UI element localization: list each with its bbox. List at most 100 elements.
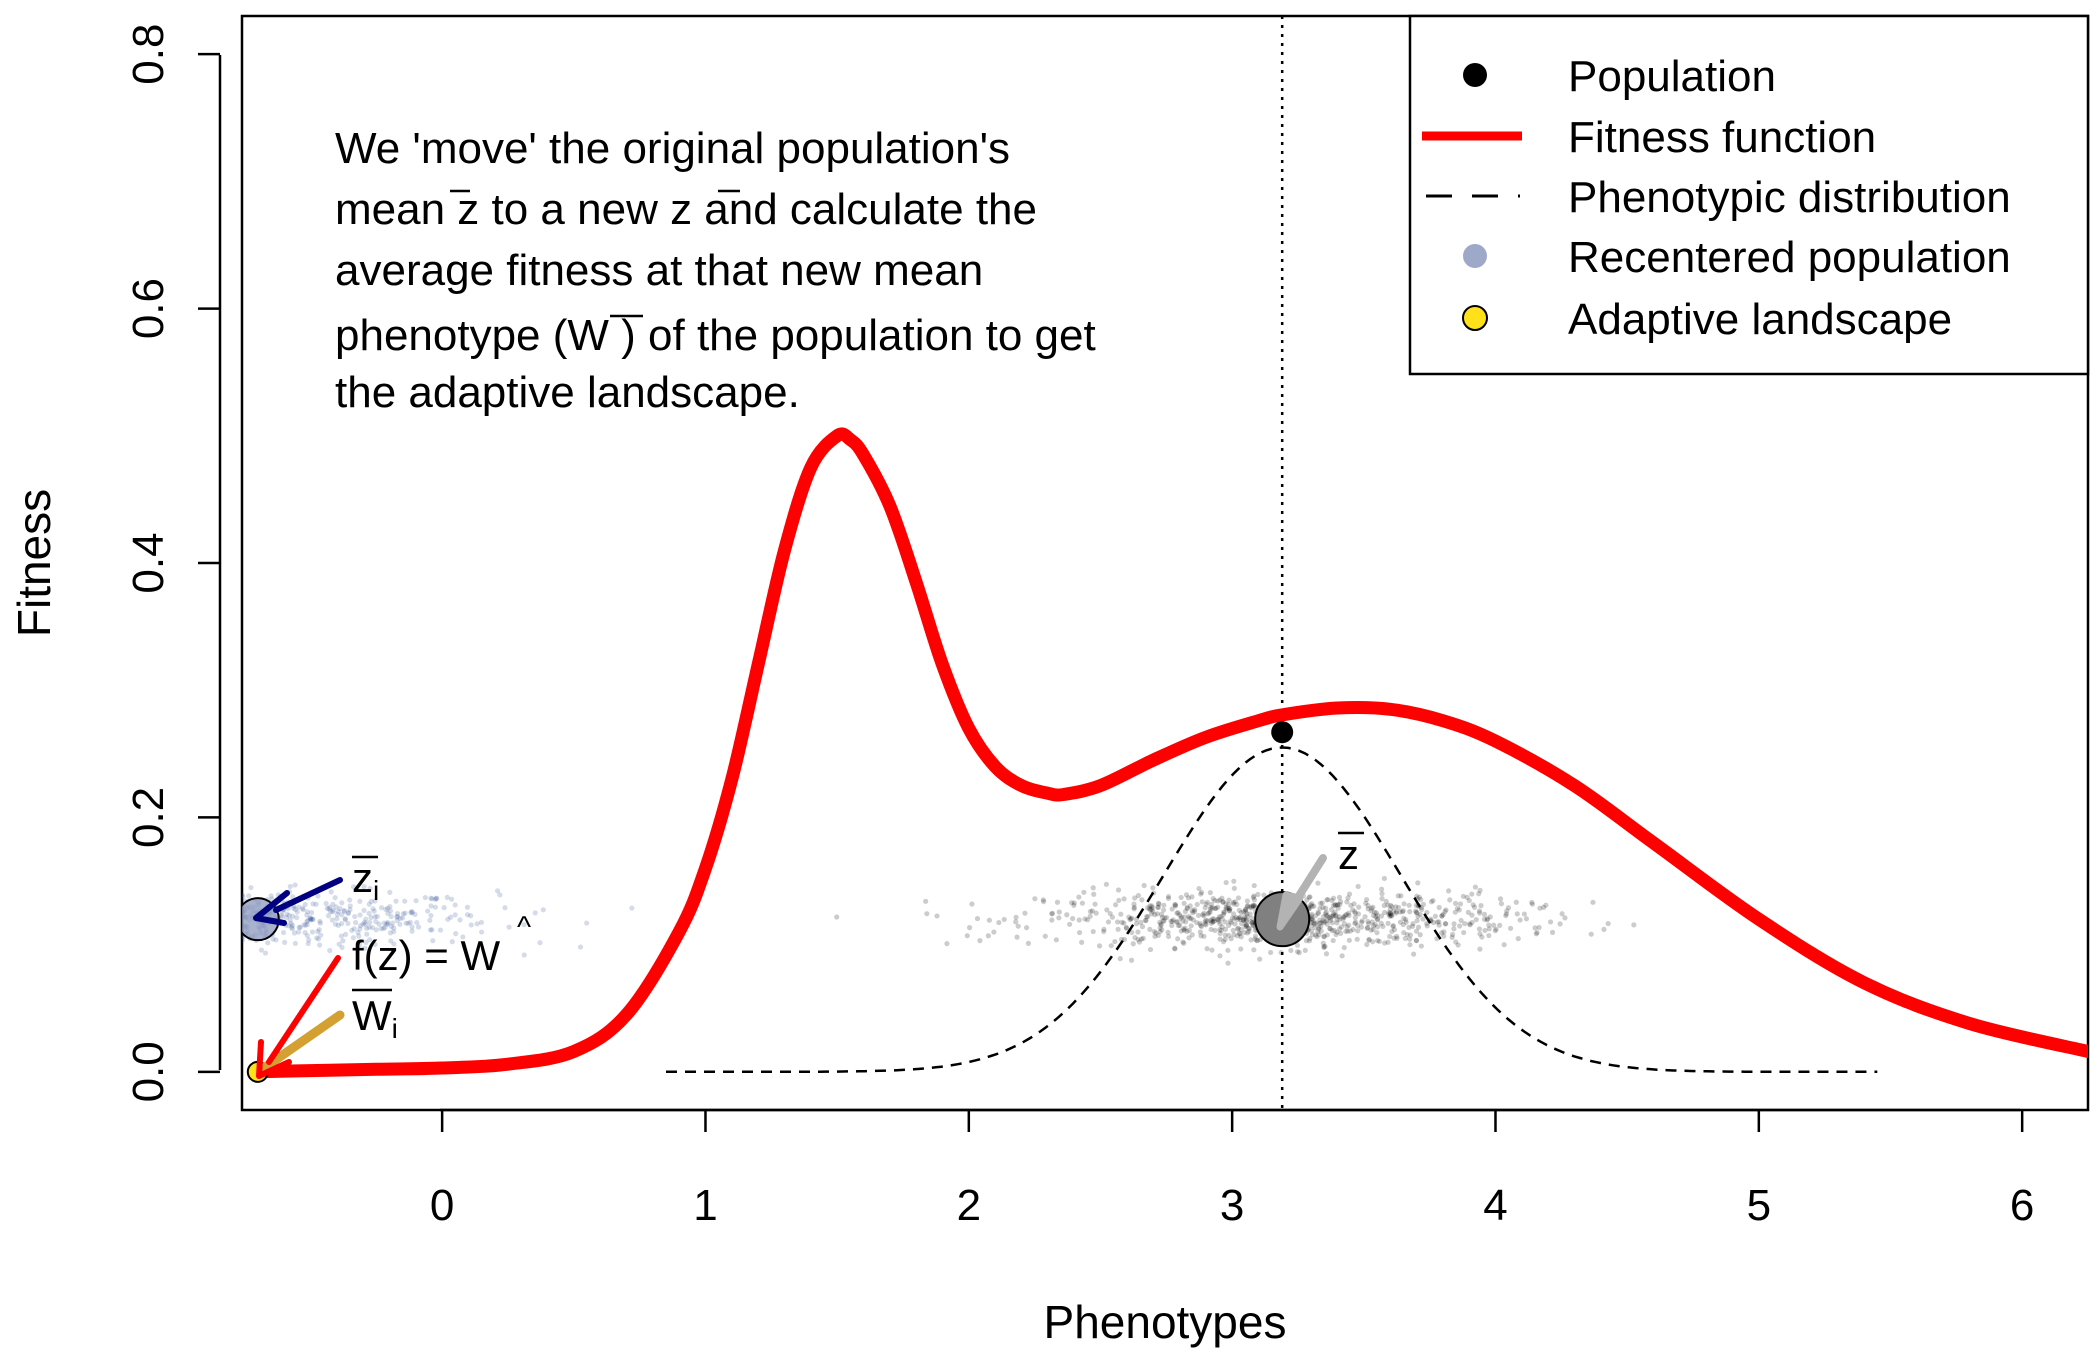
population-point: [1442, 921, 1448, 927]
population-point: [1393, 904, 1399, 910]
recentered-point: [315, 893, 321, 899]
recentered-point: [317, 942, 323, 948]
recentered-point: [211, 901, 216, 906]
recentered-point: [378, 926, 384, 932]
population-point: [1493, 926, 1499, 932]
population-point: [1208, 904, 1214, 911]
recentered-point: [537, 940, 543, 946]
population-point: [1136, 939, 1143, 945]
recentered-point: [363, 939, 369, 946]
recentered-point: [224, 910, 229, 915]
label-zbar: z: [1338, 831, 1359, 878]
recentered-point: [432, 896, 438, 902]
population-point: [1076, 929, 1083, 936]
population-point: [1601, 926, 1607, 932]
recentered-point: [211, 888, 216, 893]
recentered-point: [282, 939, 288, 945]
population-point: [1215, 916, 1221, 923]
recentered-point: [338, 933, 344, 939]
recentered-point: [385, 921, 391, 927]
recentered-point: [305, 940, 311, 947]
population-point: [1449, 934, 1455, 940]
population-point: [1223, 901, 1229, 907]
population-point: [1251, 893, 1257, 899]
population-point: [1225, 960, 1231, 966]
recentered-point: [152, 934, 157, 939]
population-cloud: [834, 875, 1637, 966]
population-point: [1234, 901, 1240, 908]
population-point: [1467, 922, 1473, 928]
population-point: [1209, 905, 1216, 911]
population-point: [1532, 925, 1538, 931]
recentered-point: [123, 934, 128, 939]
recentered-point: [8, 922, 13, 927]
recentered-point: [304, 933, 310, 939]
recentered-point: [233, 908, 238, 913]
recentered-point: [73, 901, 78, 906]
population-point: [1082, 916, 1088, 922]
recentered-point: [234, 924, 239, 929]
population-point: [1220, 911, 1226, 918]
population-point: [1310, 917, 1316, 923]
population-point: [1067, 921, 1073, 927]
population-point: [1344, 899, 1350, 905]
population-point: [1484, 917, 1490, 923]
population-point: [1477, 887, 1483, 893]
recentered-point: [226, 925, 231, 930]
recentered-point: [336, 941, 342, 947]
population-point: [1420, 916, 1426, 922]
population-point: [1407, 932, 1414, 938]
population-point: [1188, 915, 1194, 921]
population-point: [1541, 904, 1547, 910]
population-point: [1451, 921, 1457, 927]
recentered-point: [209, 896, 214, 901]
population-point: [1375, 924, 1381, 930]
recentered-point: [296, 924, 302, 931]
recentered-point: [521, 922, 527, 928]
recentered-point: [116, 940, 121, 945]
recentered-point: [353, 920, 359, 926]
population-point: [1314, 934, 1320, 940]
population-point: [1318, 920, 1324, 926]
population-point: [1251, 882, 1257, 889]
legend-label-landscape: Adaptive landscape: [1568, 295, 1952, 344]
recentered-point: [310, 916, 316, 922]
recentered-point: [121, 919, 126, 924]
population-point: [1226, 905, 1232, 911]
recentered-point: [430, 938, 436, 944]
recentered-point: [376, 921, 382, 927]
population-point: [1394, 933, 1400, 940]
population-point: [1212, 927, 1218, 934]
recentered-point: [155, 915, 160, 920]
recentered-point: [306, 937, 312, 943]
recentered-point: [14, 927, 19, 932]
population-point: [1211, 916, 1217, 922]
population-point: [1210, 919, 1216, 925]
population-point: [1339, 953, 1345, 959]
recentered-point: [179, 890, 184, 895]
recentered-point: [373, 927, 379, 933]
population-point: [1308, 913, 1315, 919]
recentered-point: [134, 928, 139, 933]
population-point: [1337, 916, 1343, 922]
population-point: [1308, 902, 1314, 908]
recentered-point: [202, 931, 207, 936]
population-point: [1076, 894, 1082, 900]
population-point: [1068, 900, 1075, 906]
population-point: [1497, 896, 1504, 902]
population-point: [1529, 901, 1535, 907]
population-point: [1209, 947, 1215, 953]
population-point: [1149, 904, 1155, 910]
population-point: [834, 914, 840, 920]
population-point: [1241, 929, 1248, 936]
recentered-point: [85, 928, 90, 933]
x-tick-label-1: 1: [693, 1181, 717, 1230]
recentered-point: [317, 920, 323, 926]
population-point: [1206, 910, 1212, 916]
population-point: [1472, 884, 1479, 890]
population-point: [1250, 894, 1256, 901]
population-point: [1414, 910, 1420, 916]
x-tick-label-4: 4: [1483, 1181, 1507, 1230]
population-point: [1161, 918, 1167, 924]
recentered-point: [357, 926, 363, 932]
